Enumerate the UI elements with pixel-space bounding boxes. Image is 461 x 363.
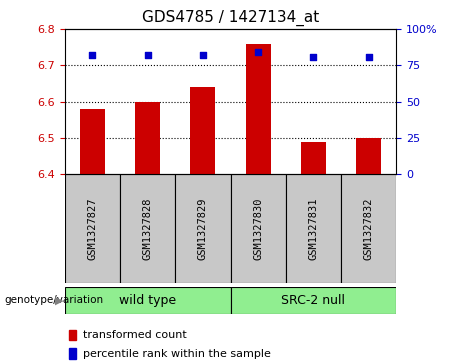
Bar xyxy=(80,109,105,174)
Bar xyxy=(120,174,175,283)
Text: GSM1327828: GSM1327828 xyxy=(142,197,153,260)
Point xyxy=(365,54,372,60)
Bar xyxy=(341,174,396,283)
Text: GSM1327827: GSM1327827 xyxy=(87,197,97,260)
Bar xyxy=(286,174,341,283)
Text: GSM1327831: GSM1327831 xyxy=(308,197,319,260)
Text: GSM1327832: GSM1327832 xyxy=(364,197,374,260)
Text: SRC-2 null: SRC-2 null xyxy=(282,294,345,307)
Bar xyxy=(246,44,271,174)
Text: ▶: ▶ xyxy=(55,295,64,305)
Bar xyxy=(230,287,396,314)
Bar xyxy=(190,87,215,174)
Text: percentile rank within the sample: percentile rank within the sample xyxy=(83,348,271,359)
Point xyxy=(199,52,207,58)
Bar xyxy=(65,287,230,314)
Point xyxy=(310,54,317,60)
Point xyxy=(89,52,96,58)
Text: GSM1327829: GSM1327829 xyxy=(198,197,208,260)
Title: GDS4785 / 1427134_at: GDS4785 / 1427134_at xyxy=(142,10,319,26)
Bar xyxy=(230,174,286,283)
Bar xyxy=(69,330,76,340)
Text: wild type: wild type xyxy=(119,294,176,307)
Bar xyxy=(69,348,76,359)
Bar xyxy=(175,174,230,283)
Point xyxy=(254,49,262,55)
Text: transformed count: transformed count xyxy=(83,330,187,340)
Text: GSM1327830: GSM1327830 xyxy=(253,197,263,260)
Bar xyxy=(65,174,120,283)
Bar xyxy=(135,102,160,174)
Bar xyxy=(356,138,381,174)
Bar xyxy=(301,142,326,174)
Text: genotype/variation: genotype/variation xyxy=(5,295,104,305)
Point xyxy=(144,52,151,58)
